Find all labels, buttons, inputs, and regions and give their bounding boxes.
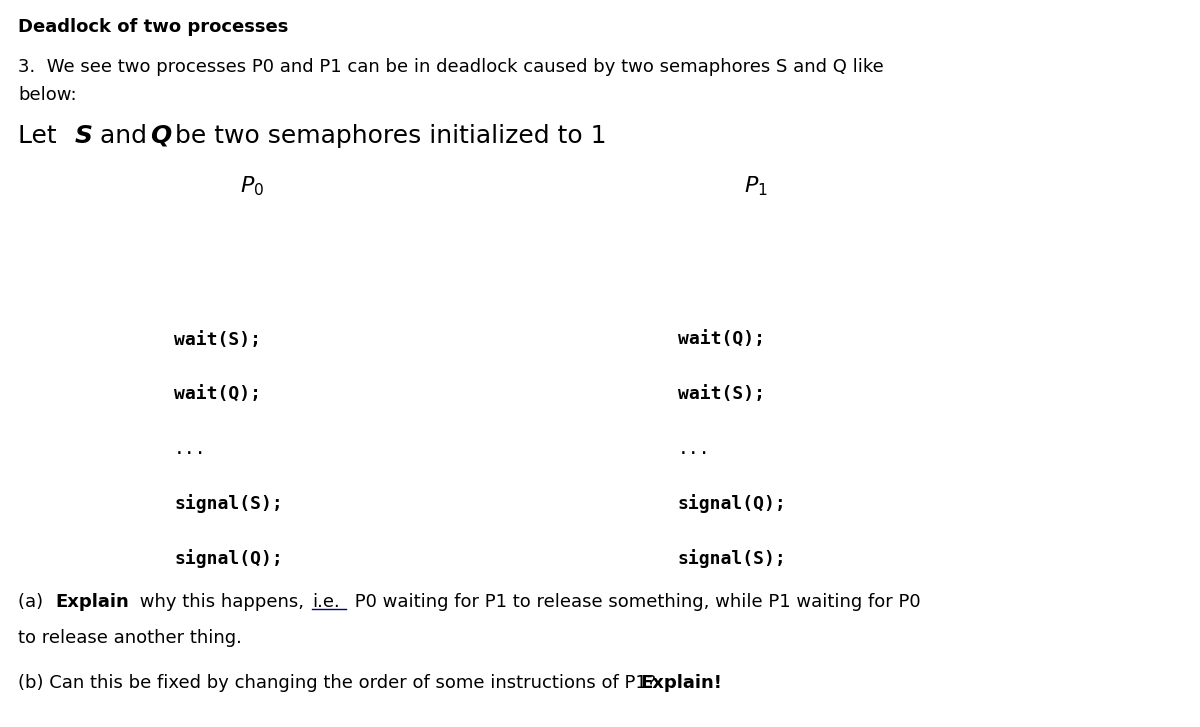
Text: Q: Q [150, 124, 172, 148]
Text: signal(S);: signal(S); [678, 549, 787, 568]
Text: Explain: Explain [55, 593, 128, 611]
Text: wait(S);: wait(S); [174, 331, 262, 349]
Text: (a): (a) [18, 593, 49, 611]
Text: wait(Q);: wait(Q); [678, 331, 766, 349]
Text: signal(S);: signal(S); [174, 494, 283, 513]
Text: Deadlock of two processes: Deadlock of two processes [18, 18, 288, 36]
Text: ...: ... [678, 440, 710, 458]
Text: P0 waiting for P1 to release something, while P1 waiting for P0: P0 waiting for P1 to release something, … [349, 593, 920, 611]
Text: Let: Let [18, 124, 65, 148]
Text: and: and [92, 124, 156, 148]
Text: $P_0$: $P_0$ [240, 174, 264, 198]
Text: Explain!: Explain! [640, 674, 722, 692]
Text: signal(Q);: signal(Q); [678, 494, 787, 513]
Text: why this happens,: why this happens, [134, 593, 310, 611]
Text: ...: ... [174, 440, 206, 458]
Text: $P_1$: $P_1$ [744, 174, 768, 198]
Text: below:: below: [18, 86, 77, 104]
Text: signal(Q);: signal(Q); [174, 549, 283, 568]
Text: wait(Q);: wait(Q); [174, 385, 262, 403]
Text: to release another thing.: to release another thing. [18, 629, 242, 647]
Text: wait(S);: wait(S); [678, 385, 766, 403]
Text: (b) Can this be fixed by changing the order of some instructions of P1?: (b) Can this be fixed by changing the or… [18, 674, 662, 692]
Text: 3.  We see two processes P0 and P1 can be in deadlock caused by two semaphores S: 3. We see two processes P0 and P1 can be… [18, 58, 883, 76]
Text: i.e.: i.e. [312, 593, 340, 611]
Text: S: S [74, 124, 92, 148]
Text: be two semaphores initialized to 1: be two semaphores initialized to 1 [167, 124, 606, 148]
